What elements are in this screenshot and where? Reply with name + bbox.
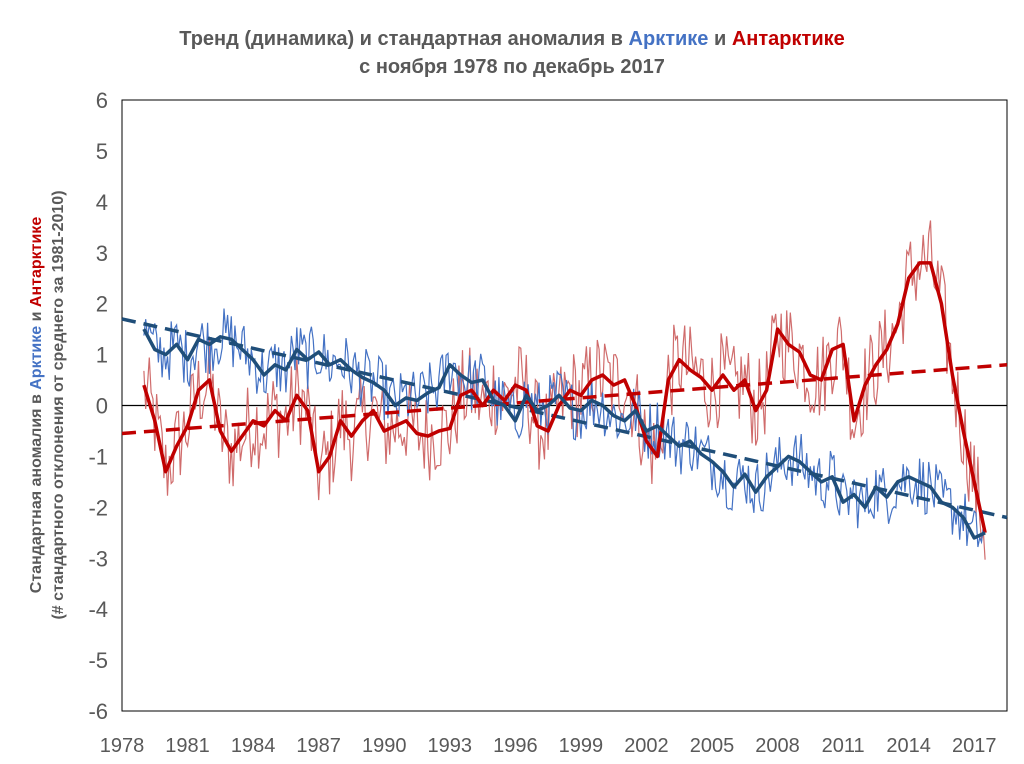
y-tick-label: -3 xyxy=(88,546,108,571)
arctic-monthly-line xyxy=(143,308,986,548)
x-tick-label: 1990 xyxy=(362,735,407,757)
y-tick-label: -6 xyxy=(88,699,108,724)
chart-title-part-1: Тренд (динамика) и стандартная аномалия … xyxy=(179,28,629,50)
chart-title-arctic: Арктике xyxy=(628,28,709,50)
y-tick-label: 2 xyxy=(96,292,108,317)
x-tick-label: 1996 xyxy=(493,735,538,757)
x-tick-label: 1993 xyxy=(428,735,473,757)
chart-title-part-3: и xyxy=(708,28,732,50)
y-tick-label: -5 xyxy=(88,648,108,673)
x-tick-label: 1984 xyxy=(231,735,276,757)
arctic-smoothed-line xyxy=(142,328,986,540)
x-tick-label: 2014 xyxy=(886,735,931,757)
antarctic-smoothed-line xyxy=(142,261,987,534)
x-tick-label: 2011 xyxy=(822,735,865,757)
arctic-trend-line xyxy=(121,317,1008,520)
x-tick-label: 2008 xyxy=(755,735,800,757)
y-tick-label: -1 xyxy=(88,444,108,469)
y-tick-label: 6 xyxy=(96,88,108,113)
x-tick-label: 2002 xyxy=(624,735,669,757)
x-tick-label: 1987 xyxy=(296,735,341,757)
x-tick-label: 1999 xyxy=(559,735,604,757)
x-tick-label: 1981 xyxy=(165,735,210,757)
x-tick-label: 2005 xyxy=(690,735,735,757)
chart-title-antarctic: Антарктике xyxy=(731,28,845,50)
x-tick-label: 2017 xyxy=(952,735,997,757)
y-tick-label: 5 xyxy=(96,139,108,164)
y-tick-label: 4 xyxy=(96,190,108,215)
y-tick-label: 3 xyxy=(96,241,108,266)
y-tick-label: -4 xyxy=(88,597,108,622)
x-tick-label: 1978 xyxy=(100,735,145,757)
chart-subtitle: с ноября 1978 по декабрь 2017 xyxy=(359,56,665,78)
chart-title: Тренд (динамика) и стандартная аномалия … xyxy=(0,28,1024,51)
y-tick-label: -2 xyxy=(88,495,108,520)
y-tick-label: 0 xyxy=(96,394,108,419)
y-tick-label: 1 xyxy=(96,343,108,368)
